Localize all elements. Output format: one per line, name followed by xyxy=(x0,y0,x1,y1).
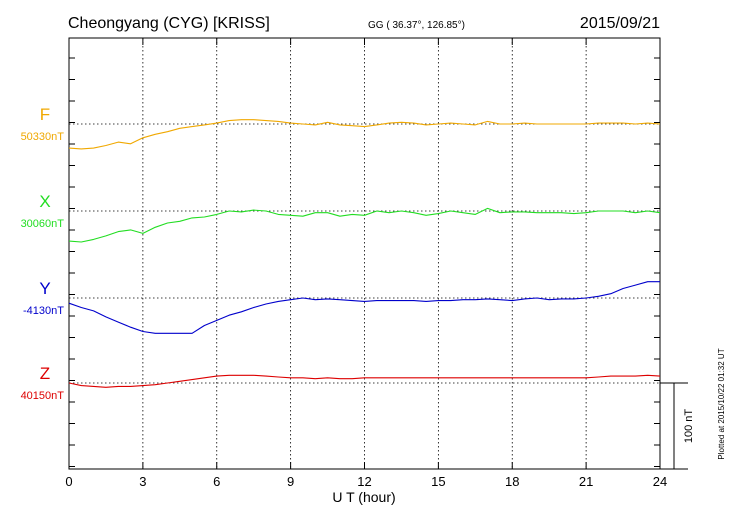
plotted-timestamp: Plotted at 2015/10/22 01:32 UT xyxy=(717,348,726,459)
x-axis: 0 3 6 9 12 15 18 21 24 xyxy=(65,38,667,489)
x-axis-label: U T (hour) xyxy=(332,489,395,505)
x-tick-label: 18 xyxy=(505,474,519,489)
x-tick-label: 24 xyxy=(653,474,667,489)
series-label-x: X xyxy=(39,192,50,211)
chart-date: 2015/09/21 xyxy=(580,15,660,32)
station-coordinates: GG ( 36.37°, 126.85°) xyxy=(368,20,465,31)
series-label-z: Z xyxy=(40,364,50,383)
series-label-f: F xyxy=(40,105,50,124)
x-tick-label: 21 xyxy=(579,474,593,489)
x-tick-label: 3 xyxy=(139,474,146,489)
x-tick-label: 6 xyxy=(213,474,220,489)
scale-bar: 100 nT xyxy=(660,382,695,470)
gridlines xyxy=(142,38,587,469)
series-label-y: Y xyxy=(39,279,50,298)
baseline-value-z: 40150nT xyxy=(21,390,65,402)
trace-f xyxy=(68,119,661,150)
trace-x xyxy=(68,207,661,243)
x-tick-label: 12 xyxy=(357,474,371,489)
x-tick-label: 15 xyxy=(431,474,445,489)
baseline-value-y: -4130nT xyxy=(23,305,64,317)
series-labels: F 50330nT X 30060nT Y -4130nT Z 40150nT xyxy=(21,105,65,402)
trace-y xyxy=(68,281,660,334)
y-axis-ticks xyxy=(69,57,660,467)
baseline-value-x: 30060nT xyxy=(21,218,65,230)
scale-bar-label: 100 nT xyxy=(683,409,695,444)
series-traces xyxy=(68,119,661,388)
x-tick-label: 9 xyxy=(287,474,294,489)
trace-z xyxy=(68,374,661,388)
baseline-value-f: 50330nT xyxy=(21,131,65,143)
chart-title: Cheongyang (CYG) [KRISS] xyxy=(68,15,270,32)
x-tick-label: 0 xyxy=(65,474,72,489)
